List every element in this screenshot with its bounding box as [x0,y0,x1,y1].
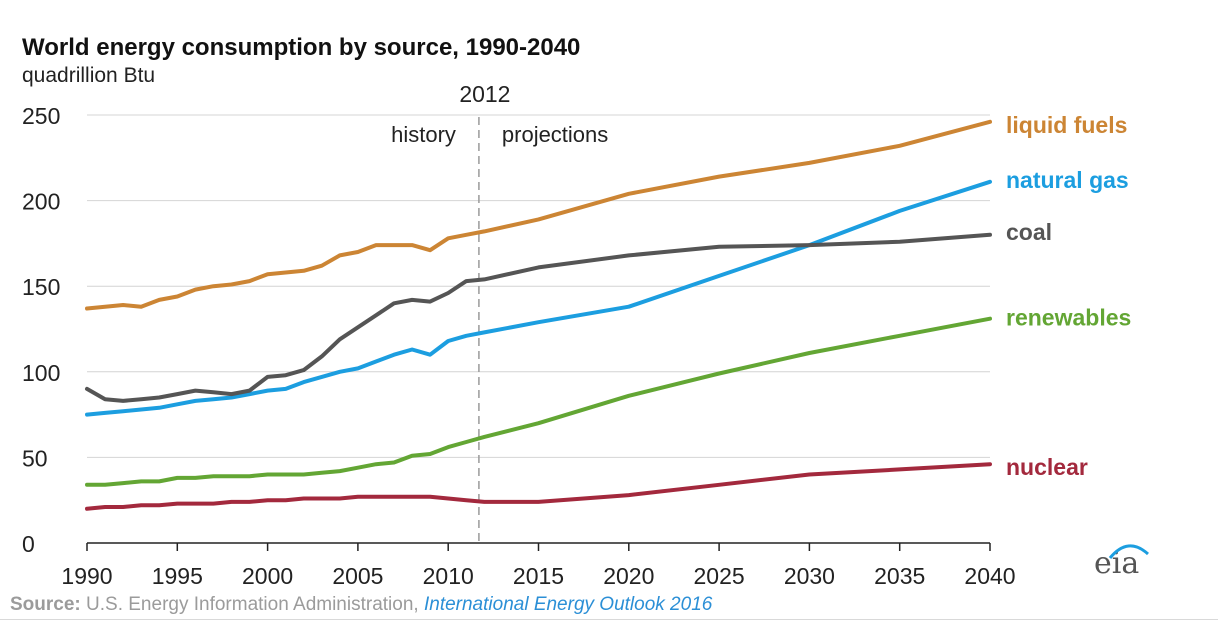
history-label: history [391,122,456,147]
series-label-renewables: renewables [1006,305,1131,331]
x-tick-label-2030: 2030 [784,563,835,589]
source-footer: Source: U.S. Energy Information Administ… [10,594,712,616]
y-axis-unit-label: quadrillion Btu [22,64,156,87]
x-tick-label-2005: 2005 [332,563,383,589]
axes: 0 50 100 150 200 250 1990 1995 2000 2005 2010 2015 2… [22,103,1016,589]
x-tick-label-2010: 2010 [423,563,474,589]
divider-year-label: 2012 [459,81,510,107]
series-label-natural-gas: natural gas [1006,167,1129,193]
x-tick-label-2000: 2000 [242,563,293,589]
projections-label: projections [502,122,608,147]
x-tick-label-2040: 2040 [964,563,1015,589]
y-tick-label-250: 250 [22,103,60,129]
x-tick-label-2015: 2015 [513,563,564,589]
series-line-coal [85,232,992,403]
x-tick-label-2035: 2035 [874,563,925,589]
y-tick-label-100: 100 [22,360,60,386]
series-line-nuclear [85,462,992,511]
source-text: U.S. Energy Information Administration, [80,594,424,615]
source-label: Source: [10,594,81,615]
series-line-natural-gas [85,179,992,417]
eia-logo-arc-icon [1108,544,1150,559]
x-tick-label-1995: 1995 [152,563,203,589]
series-label-liquid-fuels: liquid fuels [1006,112,1127,138]
series-lines [85,119,992,511]
series-line-renewables [85,316,992,487]
series-line-liquid-fuels [85,119,992,311]
x-tick-label-2020: 2020 [603,563,654,589]
y-tick-label-200: 200 [22,189,60,215]
footer-divider [0,619,1218,620]
series-labels: liquid fuels natural gas coal renewables nuc… [1006,112,1131,480]
source-link[interactable]: International Energy Outlook 2016 [423,594,713,615]
y-tick-label-150: 150 [22,274,60,300]
y-tick-label-50: 50 [22,445,48,471]
series-label-nuclear: nuclear [1006,454,1088,480]
y-tick-label-0: 0 [22,531,35,557]
chart-title: World energy consumption by source, 1990… [22,34,581,61]
series-label-coal: coal [1006,219,1052,245]
x-tick-label-2025: 2025 [694,563,745,589]
x-tick-label-1990: 1990 [61,563,112,589]
grid-lines [87,114,990,458]
